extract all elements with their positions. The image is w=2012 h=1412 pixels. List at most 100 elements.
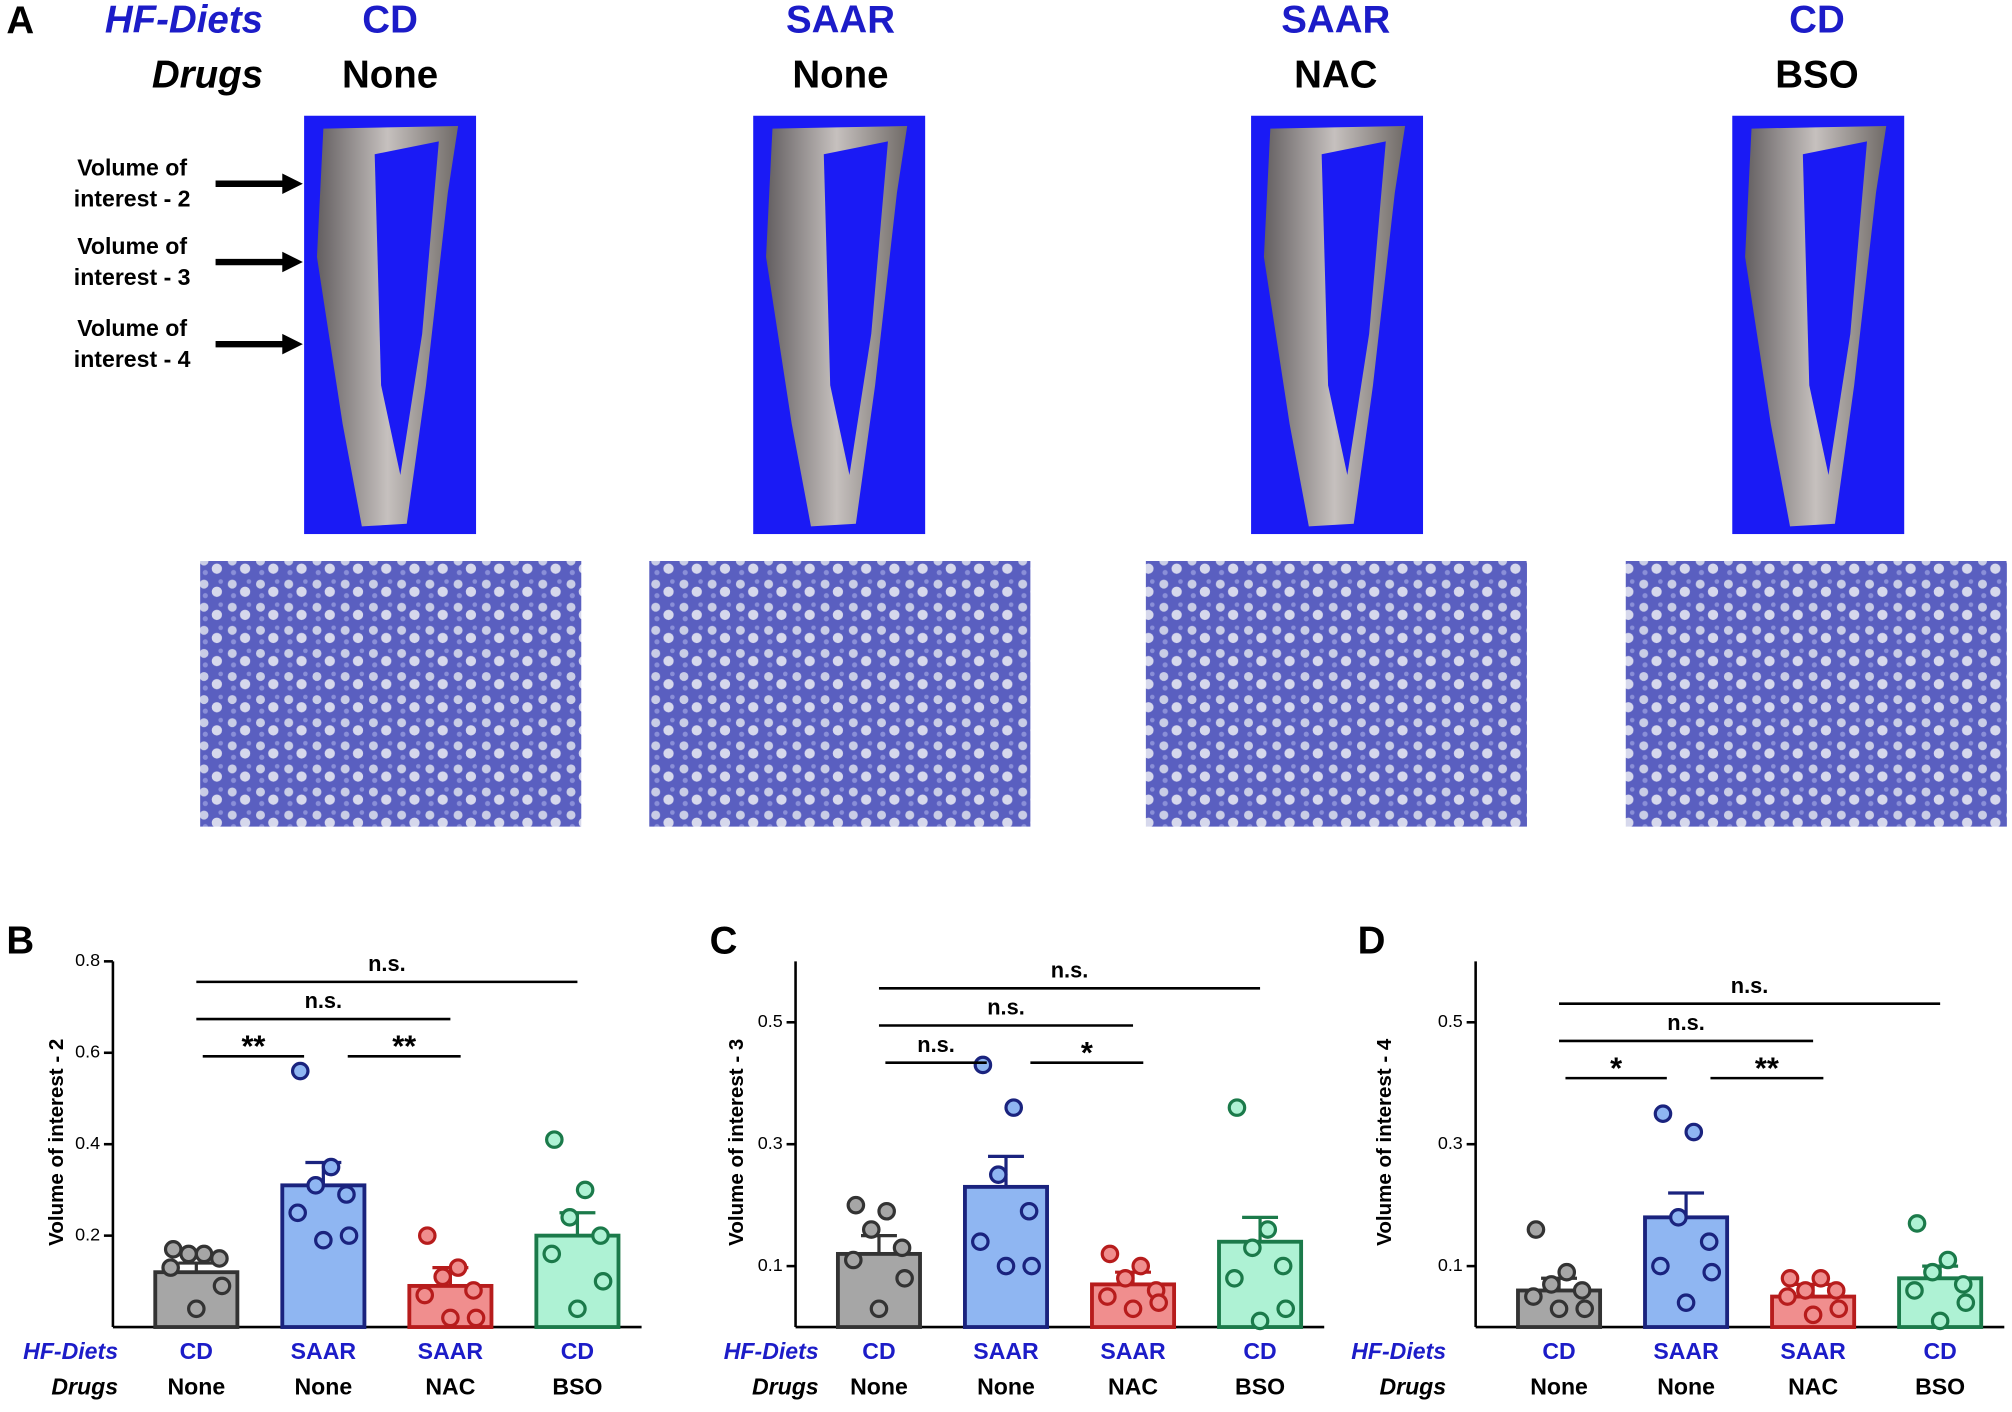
x-category-label: SAAR	[418, 1338, 484, 1364]
data-point	[288, 1203, 307, 1223]
marrow-cavity	[1321, 141, 1386, 476]
data-point	[448, 1258, 468, 1277]
histology-image	[200, 561, 582, 827]
significance-label: n.s.	[368, 951, 406, 976]
data-point	[1227, 1098, 1247, 1117]
marrow-cavity	[823, 141, 888, 476]
data-point	[895, 1268, 914, 1288]
row-label: HF-Diets	[105, 0, 263, 41]
x-subcategory-label: None	[977, 1374, 1035, 1400]
y-tick-label: 0.4	[75, 1133, 100, 1153]
x-subcategory-label: BSO	[1235, 1374, 1285, 1400]
data-point	[973, 1055, 993, 1075]
x-subcategory-label: None	[167, 1374, 225, 1400]
y-tick-label: 0.5	[1438, 1011, 1463, 1031]
significance-label: n.s.	[987, 995, 1025, 1020]
data-point	[1276, 1299, 1296, 1319]
data-point	[542, 1244, 562, 1264]
data-point	[161, 1258, 180, 1277]
data-point	[846, 1195, 866, 1215]
data-point	[593, 1272, 613, 1291]
row-label: Drugs	[1379, 1374, 1446, 1400]
data-point	[1826, 1281, 1846, 1300]
data-point	[892, 1238, 912, 1258]
row-label: Drugs	[51, 1374, 118, 1400]
data-point	[1557, 1262, 1577, 1282]
data-point	[861, 1220, 881, 1239]
data-point	[1653, 1104, 1673, 1124]
drug-label: None	[342, 53, 438, 96]
data-point	[1019, 1201, 1039, 1221]
data-point	[1004, 1098, 1024, 1117]
data-point	[971, 1232, 990, 1252]
x-category-label: CD	[1923, 1338, 1956, 1364]
marrow-cavity	[1802, 141, 1868, 476]
x-category-label: SAAR	[973, 1338, 1039, 1364]
data-point	[1524, 1287, 1543, 1306]
row-label: Drugs	[152, 53, 263, 96]
x-category-label: CD	[1243, 1338, 1276, 1364]
data-point	[1225, 1268, 1244, 1288]
y-tick-label: 0.1	[758, 1255, 783, 1275]
data-point	[996, 1256, 1016, 1276]
data-point	[464, 1281, 483, 1300]
diet-label: SAAR	[1281, 0, 1390, 41]
data-point	[1273, 1256, 1293, 1276]
data-point	[1542, 1275, 1561, 1294]
data-point	[1676, 1293, 1696, 1312]
data-point	[877, 1201, 896, 1221]
data-point	[1699, 1232, 1719, 1252]
data-point	[545, 1130, 564, 1149]
y-axis-label: Volume of interest - 3	[725, 1039, 748, 1246]
panel-label: A	[6, 0, 34, 43]
data-point	[1250, 1311, 1270, 1331]
significance-label: **	[1755, 1051, 1779, 1086]
x-category-label: SAAR	[291, 1338, 357, 1364]
significance-label: *	[1610, 1051, 1622, 1086]
arrow-head	[282, 251, 303, 273]
marrow-cavity	[374, 141, 439, 476]
data-point	[869, 1299, 889, 1319]
data-point	[1953, 1275, 1973, 1294]
drug-label: None	[792, 53, 888, 96]
data-point	[1938, 1250, 1958, 1270]
data-point	[591, 1226, 610, 1245]
histology-image	[1145, 561, 1527, 827]
y-tick-label: 0.2	[75, 1224, 100, 1244]
x-subcategory-label: None	[850, 1374, 908, 1400]
data-point	[1907, 1214, 1927, 1233]
drug-label: BSO	[1775, 53, 1858, 96]
data-point	[417, 1226, 437, 1245]
y-tick-label: 0.3	[1438, 1133, 1463, 1153]
x-category-label: SAAR	[1780, 1338, 1846, 1364]
data-point	[844, 1250, 863, 1270]
x-subcategory-label: None	[1657, 1374, 1715, 1400]
data-point	[1651, 1256, 1670, 1276]
arrow-label: Volume of	[77, 233, 187, 259]
x-category-label: SAAR	[1653, 1338, 1719, 1364]
arrow-label: interest - 4	[74, 346, 191, 372]
arrow-label: Volume of	[77, 315, 187, 341]
data-point	[575, 1180, 595, 1200]
y-tick-label: 0.3	[758, 1133, 783, 1153]
x-category-label: SAAR	[1100, 1338, 1166, 1364]
significance-label: n.s.	[1731, 973, 1769, 998]
data-point	[1829, 1299, 1849, 1319]
data-point	[1930, 1311, 1950, 1331]
data-point	[1684, 1122, 1704, 1142]
data-point	[306, 1176, 325, 1195]
data-point	[1258, 1220, 1278, 1239]
data-point	[339, 1226, 359, 1245]
data-point	[163, 1240, 183, 1259]
data-point	[988, 1165, 1008, 1184]
data-point	[441, 1308, 460, 1328]
data-point	[433, 1267, 452, 1287]
data-point	[179, 1244, 198, 1264]
data-point	[1923, 1262, 1942, 1282]
data-point	[1131, 1256, 1151, 1276]
data-point	[314, 1230, 333, 1250]
data-point	[1116, 1268, 1135, 1288]
x-subcategory-label: NAC	[425, 1374, 475, 1400]
data-point	[210, 1249, 229, 1268]
